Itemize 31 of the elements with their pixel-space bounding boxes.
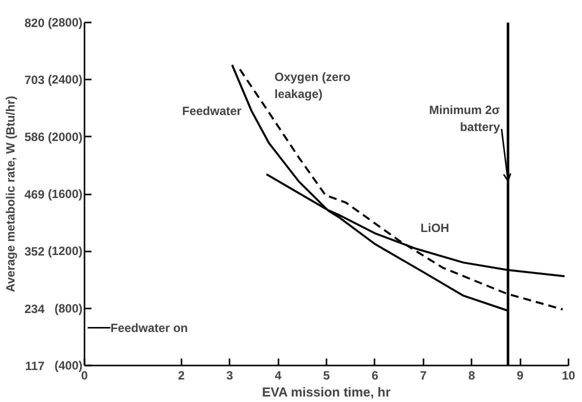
x-tick-label: 6 <box>372 368 379 382</box>
y-tick-label: 703 <box>24 73 45 88</box>
y-tick-label: 820 <box>24 16 45 30</box>
x-tick-label: 9 <box>516 368 524 382</box>
x-tick-label: 5 <box>323 368 330 382</box>
y2-tick-label: (2400) <box>48 72 83 87</box>
y-tick-label: 234 <box>24 302 45 316</box>
y2-tick-label: (1600) <box>48 187 83 201</box>
x-tick-label: 3 <box>226 368 234 382</box>
y-axis-title: Average metabolic rate, W (Btu/hr) <box>3 96 18 292</box>
y-tick-label: 352 <box>24 244 45 258</box>
x-tick-label: 8 <box>468 368 476 382</box>
y2-tick-label: (1200) <box>48 244 83 258</box>
y2-tick-label: (2800) <box>48 16 83 30</box>
x-tick-label: 7 <box>420 368 427 382</box>
series-label: LiOH <box>420 220 450 235</box>
y-tick-label: 586 <box>24 130 45 144</box>
y-tick-label: 469 <box>24 187 45 202</box>
x-axis-title: EVA mission time, hr <box>262 384 391 400</box>
y2-tick-label: (2000) <box>48 130 83 144</box>
y2-tick-label: (400) <box>54 358 83 372</box>
annotation: Feedwater on <box>110 320 188 335</box>
ref-line-label: Minimum 2σ battery <box>429 103 500 134</box>
y2-tick-label: (800) <box>54 301 83 316</box>
series-label: Oxygen (zero leakage) <box>274 70 351 101</box>
x-tick-label: 10 <box>562 368 576 382</box>
x-tick-label: 0 <box>81 368 88 382</box>
x-tick-label: 4 <box>274 368 282 382</box>
series-label: Feedwater <box>182 104 242 118</box>
y-tick-label: 117 <box>25 359 45 373</box>
x-tick-label: 2 <box>178 368 185 382</box>
